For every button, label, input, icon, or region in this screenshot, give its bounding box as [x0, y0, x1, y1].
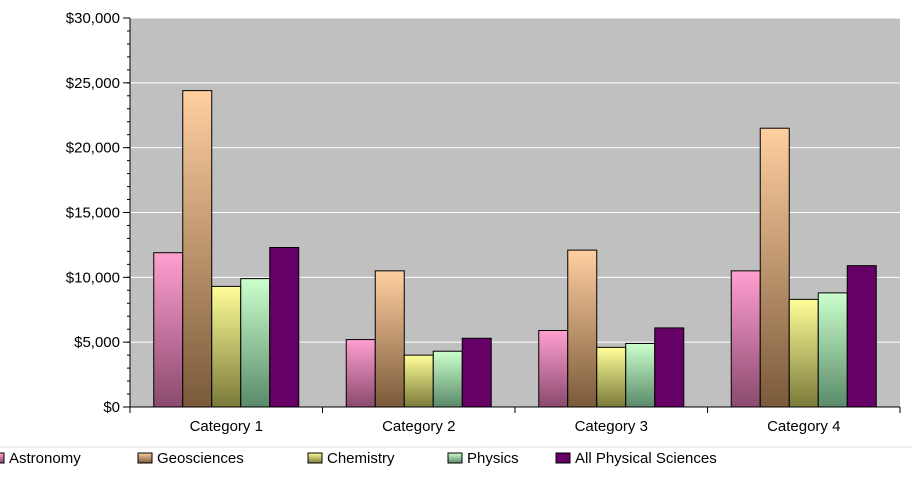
x-category-label: Category 4 [767, 418, 840, 435]
legend-item-geosciences: Geosciences [137, 450, 244, 467]
bar-geosciences-2 [374, 270, 405, 408]
legend-label: Physics [467, 450, 519, 467]
bar-chemistry-1 [211, 285, 242, 408]
bar-geosciences-4 [759, 127, 790, 408]
legend-label: All Physical Sciences [575, 450, 717, 467]
y-tick-label: $15,000 [66, 205, 120, 222]
bar-all-physical-sciences-4 [846, 265, 877, 408]
legend-swatch [555, 452, 571, 464]
x-category-label: Category 3 [575, 418, 648, 435]
y-tick-label: $10,000 [66, 269, 120, 286]
x-category-label: Category 1 [190, 418, 263, 435]
bar-geosciences-3 [567, 249, 598, 408]
bar-chemistry-2 [403, 354, 434, 408]
legend-item-astronomy: Astronomy [0, 450, 81, 467]
legend-label: Astronomy [9, 450, 81, 467]
legend-swatch [447, 452, 463, 464]
y-tick-label: $25,000 [66, 75, 120, 92]
bar-geosciences-1 [182, 90, 213, 408]
bar-all-physical-sciences-3 [654, 327, 685, 408]
y-tick-label: $5,000 [74, 334, 120, 351]
legend-swatch [0, 452, 5, 464]
bar-astronomy-3 [538, 329, 569, 408]
legend-label: Chemistry [327, 450, 395, 467]
bar-chemistry-3 [596, 346, 627, 408]
legend-item-chemistry: Chemistry [307, 450, 395, 467]
x-category-label: Category 2 [382, 418, 455, 435]
bar-physics-2 [432, 350, 463, 408]
bar-physics-1 [240, 278, 271, 408]
legend-swatch [137, 452, 153, 464]
bar-astronomy-2 [345, 339, 376, 408]
y-tick-label: $20,000 [66, 140, 120, 157]
bar-astronomy-4 [730, 270, 761, 408]
bar-all-physical-sciences-2 [461, 337, 492, 408]
bar-all-physical-sciences-1 [269, 247, 300, 408]
bar-chemistry-4 [788, 298, 819, 408]
legend-item-physics: Physics [447, 450, 519, 467]
y-tick-label: $0 [103, 399, 120, 416]
y-tick-label: $30,000 [66, 10, 120, 27]
bar-physics-4 [817, 292, 848, 408]
legend-label: Geosciences [157, 450, 244, 467]
legend-item-all-physical-sciences: All Physical Sciences [555, 450, 717, 467]
bar-physics-3 [625, 342, 656, 408]
legend-swatch [307, 452, 323, 464]
bar-astronomy-1 [153, 252, 184, 408]
